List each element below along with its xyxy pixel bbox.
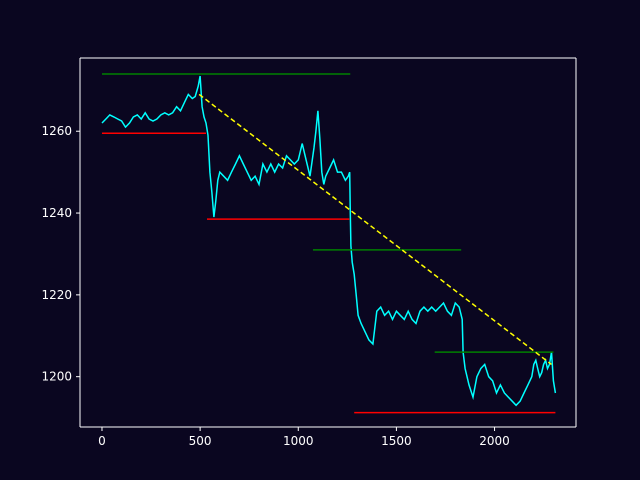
axes: 0 500 1000 1500 2000 1200 1220 1240 1260 — [41, 57, 577, 448]
y-tick-label: 1260 — [41, 124, 72, 138]
x-tick-label: 0 — [98, 434, 106, 448]
trend-line — [198, 93, 552, 366]
x-tick-label: 1000 — [283, 434, 314, 448]
plot-area — [101, 73, 557, 414]
y-tick-label: 1200 — [41, 370, 72, 384]
price-series-line — [101, 75, 557, 407]
y-tick-label: 1240 — [41, 206, 72, 220]
x-tick-label: 500 — [189, 434, 212, 448]
x-tick-label: 2000 — [479, 434, 510, 448]
x-tick-label: 1500 — [381, 434, 412, 448]
plot-clip-group — [101, 73, 557, 414]
y-tick-label: 1220 — [41, 288, 72, 302]
